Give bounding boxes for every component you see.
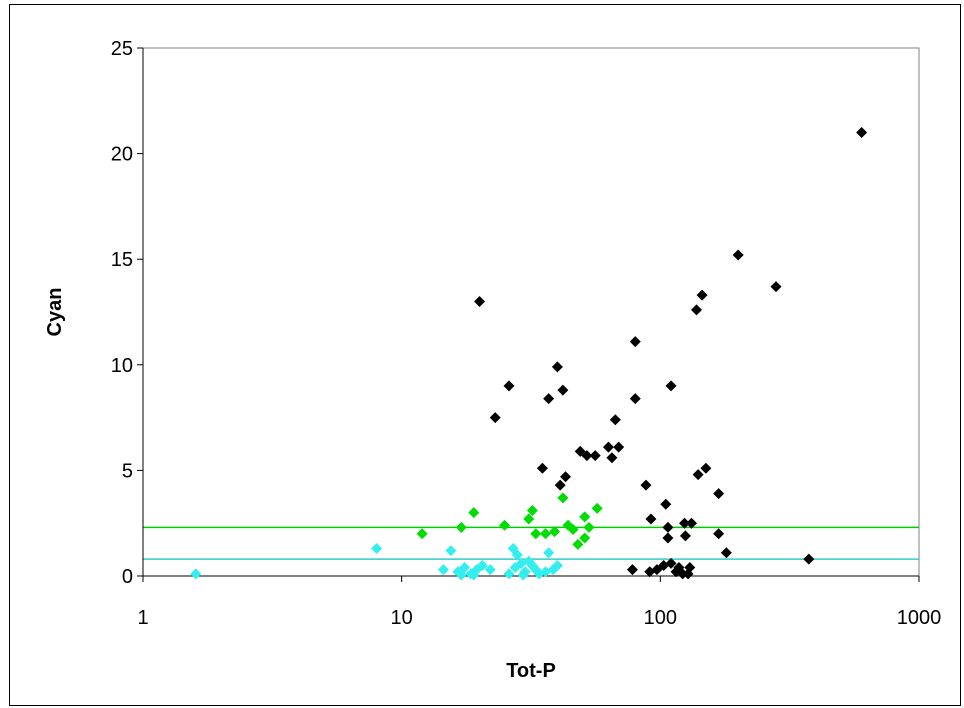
data-point — [713, 528, 725, 540]
data-point — [696, 289, 708, 301]
data-point — [686, 517, 698, 529]
data-point — [416, 528, 428, 540]
data-point — [583, 521, 595, 533]
data-point — [526, 505, 538, 517]
data-point — [515, 557, 527, 569]
data-point — [581, 450, 593, 462]
data-point — [484, 564, 496, 576]
plot-area — [142, 47, 920, 577]
data-point — [517, 569, 529, 581]
data-point — [536, 462, 548, 474]
y-tick-label: 10 — [111, 355, 133, 377]
data-point — [523, 513, 535, 525]
data-point — [445, 545, 457, 557]
data-point — [551, 361, 563, 373]
data-point — [732, 249, 744, 261]
y-tick-label: 0 — [122, 566, 133, 588]
data-point — [543, 393, 555, 405]
y-tick-label: 25 — [111, 38, 133, 60]
data-point — [613, 441, 625, 453]
y-tick-label: 15 — [111, 249, 133, 271]
series-2 — [190, 543, 563, 581]
data-point — [662, 521, 674, 533]
data-point — [557, 384, 569, 396]
data-point — [644, 566, 656, 578]
data-point — [549, 526, 561, 538]
data-point — [540, 528, 552, 540]
data-point — [560, 471, 572, 483]
data-point — [629, 393, 641, 405]
data-point — [554, 479, 566, 491]
data-point — [530, 528, 542, 540]
data-point — [468, 569, 480, 581]
data-point — [629, 336, 641, 348]
data-point — [190, 568, 202, 580]
x-tick-label: 1 — [137, 607, 148, 629]
data-point — [543, 547, 555, 559]
data-point — [662, 532, 674, 544]
data-point — [511, 549, 523, 561]
x-tick-label: 10 — [391, 607, 413, 629]
data-point — [679, 530, 691, 542]
data-point — [692, 469, 704, 481]
data-point — [640, 479, 652, 491]
data-point — [499, 519, 511, 531]
data-point — [589, 450, 601, 462]
data-point — [591, 502, 603, 514]
y-axis-title: Cyan — [44, 288, 66, 337]
data-point — [713, 488, 725, 500]
data-point — [660, 498, 672, 510]
data-point — [567, 524, 579, 536]
data-point — [579, 532, 591, 544]
x-axis-title: Tot-P — [506, 660, 556, 682]
data-point — [803, 553, 815, 565]
data-point — [856, 126, 868, 138]
data-point — [602, 441, 614, 453]
x-tick-label: 100 — [644, 607, 677, 629]
data-point — [579, 511, 591, 523]
series-1 — [416, 492, 603, 550]
data-point — [455, 521, 467, 533]
data-point — [691, 304, 703, 316]
data-point — [503, 568, 515, 580]
data-point — [626, 564, 638, 576]
data-point — [551, 559, 563, 571]
data-point — [682, 568, 694, 580]
series-0 — [474, 126, 868, 580]
data-point — [371, 543, 383, 555]
data-point — [770, 281, 782, 293]
data-point — [476, 559, 488, 571]
data-point — [474, 295, 486, 307]
data-point — [645, 513, 657, 525]
data-point — [468, 507, 480, 519]
y-tick-label: 20 — [111, 144, 133, 166]
data-point — [609, 414, 621, 426]
data-point — [455, 569, 467, 581]
x-tick-label: 1000 — [897, 607, 942, 629]
data-point — [678, 517, 690, 529]
data-point — [503, 380, 515, 392]
data-point — [572, 538, 584, 550]
y-tick-label: 5 — [122, 460, 133, 482]
data-point — [700, 462, 712, 474]
x-axis: 1 10 100 1000 — [137, 575, 942, 629]
data-point — [720, 547, 732, 559]
data-point — [606, 452, 618, 464]
data-points — [190, 126, 868, 581]
data-point — [489, 412, 501, 424]
data-point — [665, 380, 677, 392]
data-point — [557, 492, 569, 504]
data-point — [437, 564, 449, 576]
y-axis: 0 5 10 15 20 25 — [111, 38, 144, 588]
